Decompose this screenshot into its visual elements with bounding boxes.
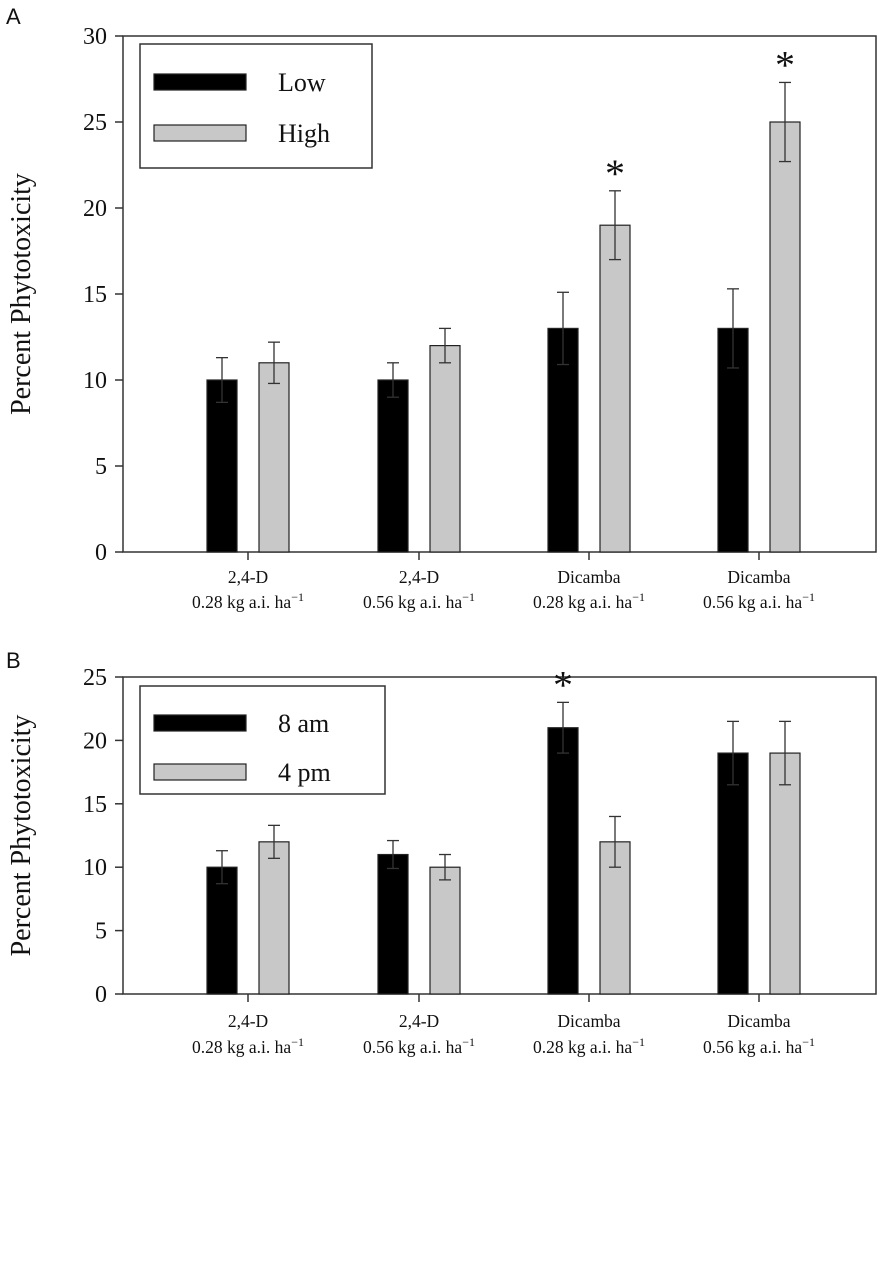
significance-marker: * xyxy=(605,151,625,196)
y-tick-label: 10 xyxy=(83,368,107,394)
category-rate-text: 0.28 kg a.i. ha xyxy=(533,592,632,612)
legend-swatch xyxy=(153,124,247,142)
significance-marker: * xyxy=(775,42,795,87)
y-tick-label: 20 xyxy=(83,728,107,754)
y-tick-label: 5 xyxy=(95,454,107,480)
category-rate-label: 0.56 kg a.i. ha−1 xyxy=(363,590,475,612)
bar-series2 xyxy=(258,362,290,553)
panel-label: B xyxy=(6,648,21,673)
category-herbicide-label: Dicamba xyxy=(727,567,790,587)
category-rate-label: 0.56 kg a.i. ha−1 xyxy=(703,590,815,612)
bar-series1 xyxy=(547,327,579,553)
bar-series1 xyxy=(717,752,749,995)
bar-series1 xyxy=(206,866,238,995)
y-tick-label: 5 xyxy=(95,919,107,945)
y-axis-label: Percent Phytotoxicity xyxy=(6,173,37,415)
legend-label: High xyxy=(278,119,330,148)
category-rate-superscript: −1 xyxy=(802,1035,815,1049)
category-rate-text: 0.56 kg a.i. ha xyxy=(703,1037,802,1057)
chart-panel-a: A 0 5 10 15 20 25 30 Percent Phytotoxicity 2,4-D 0… xyxy=(6,4,877,612)
category-herbicide-label: Dicamba xyxy=(727,1011,790,1031)
category-rate-superscript: −1 xyxy=(462,1035,475,1049)
plot-frame xyxy=(122,676,877,995)
category-rate-superscript: −1 xyxy=(632,1035,645,1049)
legend-label: Low xyxy=(278,68,326,97)
bar-series2 xyxy=(599,224,631,553)
chart-panel-b: B 0 5 10 15 20 25 Percent Phytotoxicity 2,4-D 0.2… xyxy=(6,648,877,1057)
y-tick-label: 0 xyxy=(95,982,107,1008)
category-rate-text: 0.56 kg a.i. ha xyxy=(363,592,462,612)
category-rate-text: 0.56 kg a.i. ha xyxy=(703,592,802,612)
category-rate-superscript: −1 xyxy=(632,590,645,604)
y-tick-label: 15 xyxy=(83,792,107,818)
significance-marker: * xyxy=(553,662,573,707)
category-herbicide-label: Dicamba xyxy=(557,1011,620,1031)
legend-label: 4 pm xyxy=(278,758,331,787)
legend: 8 am 4 pm xyxy=(139,685,386,795)
category-rate-label: 0.28 kg a.i. ha−1 xyxy=(192,590,304,612)
category-herbicide-label: 2,4-D xyxy=(399,567,439,587)
category-herbicide-label: 2,4-D xyxy=(228,1011,268,1031)
category-rate-label: 0.56 kg a.i. ha−1 xyxy=(363,1035,475,1057)
panel-label: A xyxy=(6,4,21,29)
y-tick-label: 15 xyxy=(83,282,107,308)
category-rate-superscript: −1 xyxy=(291,1035,304,1049)
y-axis-label: Percent Phytotoxicity xyxy=(6,715,37,957)
y-tick-label: 0 xyxy=(95,540,107,566)
bar-series1 xyxy=(377,853,409,995)
category-rate-superscript: −1 xyxy=(462,590,475,604)
y-tick-label: 25 xyxy=(83,665,107,691)
legend-swatch xyxy=(153,714,247,732)
category-rate-text: 0.28 kg a.i. ha xyxy=(192,1037,291,1057)
bar-series2 xyxy=(429,345,461,553)
legend-swatch xyxy=(153,763,247,781)
y-tick-label: 25 xyxy=(83,110,107,136)
category-rate-superscript: −1 xyxy=(291,590,304,604)
legend: Low High xyxy=(139,43,373,169)
legend-swatch xyxy=(153,73,247,91)
category-herbicide-label: Dicamba xyxy=(557,567,620,587)
y-tick-label: 10 xyxy=(83,855,107,881)
bar-series2 xyxy=(429,866,461,995)
category-herbicide-label: 2,4-D xyxy=(399,1011,439,1031)
bar-series1 xyxy=(547,727,579,995)
category-rate-text: 0.28 kg a.i. ha xyxy=(192,592,291,612)
y-tick-label: 30 xyxy=(83,24,107,50)
category-rate-text: 0.28 kg a.i. ha xyxy=(533,1037,632,1057)
category-rate-label: 0.28 kg a.i. ha−1 xyxy=(533,1035,645,1057)
category-herbicide-label: 2,4-D xyxy=(228,567,268,587)
bar-series2 xyxy=(769,752,801,995)
category-rate-label: 0.28 kg a.i. ha−1 xyxy=(192,1035,304,1057)
bar-series2 xyxy=(258,841,290,995)
legend-label: 8 am xyxy=(278,709,329,738)
category-rate-label: 0.56 kg a.i. ha−1 xyxy=(703,1035,815,1057)
bar-series2 xyxy=(769,121,801,553)
legend-box xyxy=(139,43,373,169)
category-rate-label: 0.28 kg a.i. ha−1 xyxy=(533,590,645,612)
y-tick-label: 20 xyxy=(83,196,107,222)
category-rate-superscript: −1 xyxy=(802,590,815,604)
bar-series1 xyxy=(377,379,409,553)
bar-series1 xyxy=(206,379,238,553)
category-rate-text: 0.56 kg a.i. ha xyxy=(363,1037,462,1057)
